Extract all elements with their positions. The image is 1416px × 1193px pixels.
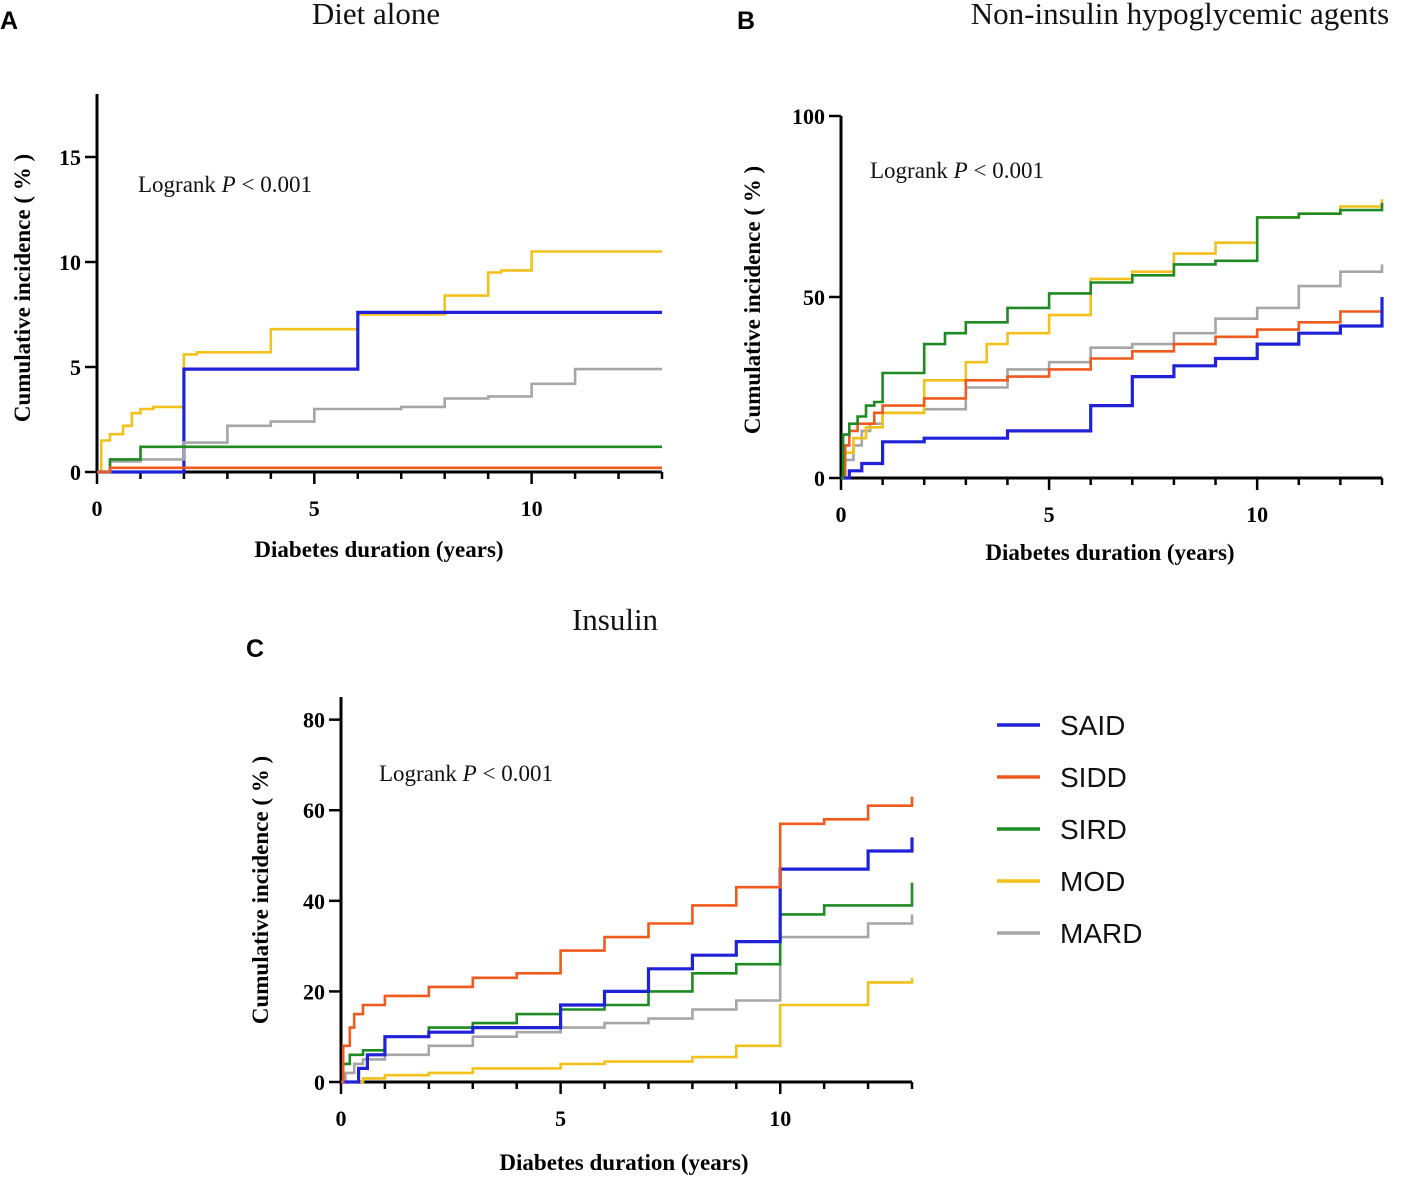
x-tick-label: 10 <box>521 496 543 521</box>
series-group-c <box>341 796 914 1084</box>
y-tick-label: 80 <box>303 708 325 733</box>
y-tick-label: 0 <box>814 466 825 491</box>
series-said-line <box>841 297 1384 480</box>
series-mod-line <box>841 199 1384 480</box>
panel-c: C Insulin 0 20 40 60 80 0 5 10 Logrank P < 0.0… <box>246 602 914 1175</box>
series-mard-line <box>841 264 1384 480</box>
x-tick-label: 5 <box>1044 502 1055 527</box>
series-sidd-line <box>341 796 914 1084</box>
series-sidd-line <box>97 466 662 474</box>
x-ticks-b: 0 5 10 <box>836 478 1384 527</box>
y-tick-label: 0 <box>314 1070 325 1095</box>
y-tick-label: 60 <box>303 798 325 823</box>
x-axis-title-c: Diabetes duration (years) <box>499 1150 748 1175</box>
panel-title-b: Non-insulin hypoglycemic agents <box>971 0 1389 31</box>
y-tick-label: 15 <box>59 145 81 170</box>
y-axis-title-a: Cumulative incidence ( % ) <box>10 154 35 422</box>
y-axis-title-b: Cumulative incidence ( % ) <box>740 166 765 434</box>
panel-b: B Non-insulin hypoglycemic agents 050100… <box>737 0 1389 565</box>
series-sird-line <box>341 882 914 1084</box>
x-tick-label: 0 <box>836 502 847 527</box>
y-tick-label: 50 <box>803 285 825 310</box>
y-tick-label: 10 <box>59 250 81 275</box>
legend-label-mard: MARD <box>1060 918 1142 949</box>
y-ticks-c: 0 20 40 60 80 <box>303 708 341 1095</box>
legend-label-sird: SIRD <box>1060 814 1127 845</box>
series-sidd-line <box>841 304 1384 480</box>
x-axis-title-b: Diabetes duration (years) <box>985 540 1234 565</box>
logrank-annotation-b: Logrank P < 0.001 <box>870 158 1044 183</box>
series-group-a <box>97 250 662 474</box>
panel-letter-a: A <box>0 7 18 35</box>
y-tick-label: 0 <box>70 460 81 485</box>
legend-label-said: SAID <box>1060 710 1125 741</box>
legend-label-mod: MOD <box>1060 866 1125 897</box>
x-tick-label: 10 <box>1246 502 1268 527</box>
x-ticks-a: 0 5 10 <box>92 472 664 521</box>
series-group-b <box>841 199 1384 480</box>
x-ticks-c: 0 5 10 <box>336 1082 914 1131</box>
series-sird-line <box>841 202 1384 480</box>
x-axis-title-a: Diabetes duration (years) <box>254 537 503 562</box>
y-tick-label: 5 <box>70 355 81 380</box>
series-said-line <box>97 310 662 474</box>
panel-letter-b: B <box>737 7 755 35</box>
x-tick-label: 0 <box>92 496 103 521</box>
panel-a: A Diet alone 0 5 10 15 0 5 10 Logrank P < 0.0… <box>0 0 664 562</box>
series-mard-line <box>341 914 914 1084</box>
legend: SAID SIDD SIRD MOD MARD <box>997 710 1142 949</box>
series-mod-line <box>341 977 914 1084</box>
y-ticks-b: 0 50 100 <box>792 104 841 491</box>
y-axis-title-c: Cumulative incidence ( % ) <box>248 756 273 1024</box>
y-tick-label: 20 <box>303 979 325 1004</box>
y-tick-label: 40 <box>303 889 325 914</box>
x-tick-label: 5 <box>309 496 320 521</box>
logrank-annotation-a: Logrank P < 0.001 <box>138 172 312 197</box>
panel-title-a: Diet alone <box>312 0 440 31</box>
y-tick-label: 100 <box>792 104 825 129</box>
x-tick-label: 0 <box>336 1106 347 1131</box>
panel-title-c: Insulin <box>572 602 659 637</box>
legend-label-sidd: SIDD <box>1060 762 1127 793</box>
x-tick-label: 5 <box>555 1106 566 1131</box>
series-mod-line <box>97 250 662 474</box>
series-said-line <box>341 837 914 1084</box>
y-ticks-a: 0 5 10 15 <box>59 145 97 485</box>
x-tick-label: 10 <box>769 1106 791 1131</box>
panel-letter-c: C <box>246 635 264 663</box>
logrank-annotation-c: Logrank P < 0.001 <box>379 761 553 786</box>
series-mard-line <box>97 367 662 474</box>
